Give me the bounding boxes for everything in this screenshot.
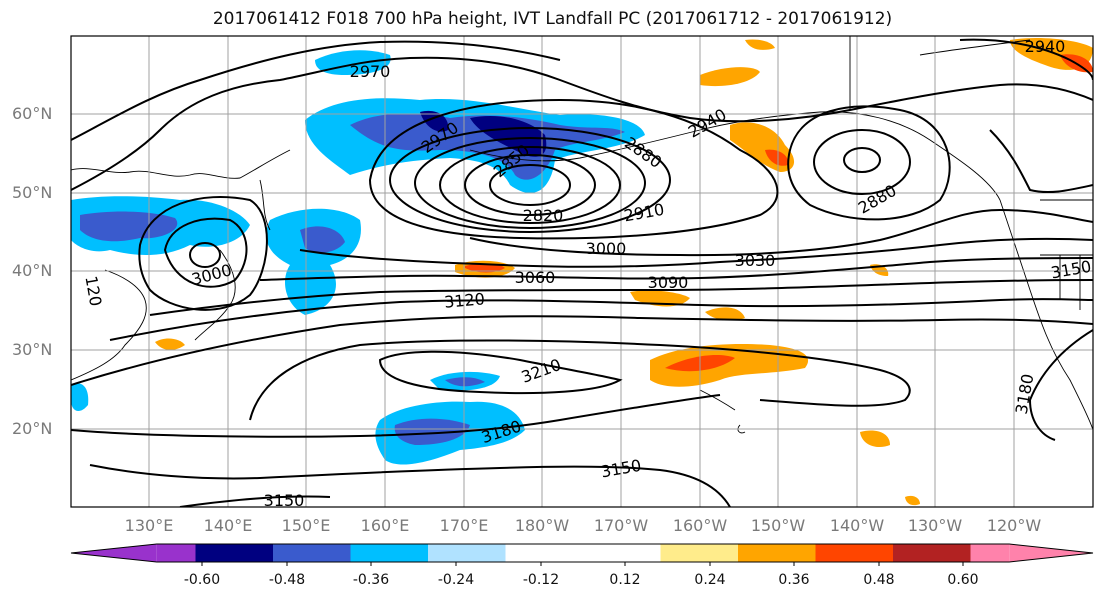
height-contours bbox=[71, 38, 1093, 507]
colorbar-tick-label: -0.60 bbox=[183, 572, 221, 588]
lon-label: 130°E bbox=[124, 516, 174, 535]
contour-label: 2820 bbox=[523, 206, 564, 225]
contour-label: 3060 bbox=[515, 268, 556, 287]
lon-label: 170°E bbox=[439, 516, 489, 535]
contour-label: 3000 bbox=[586, 239, 627, 258]
lon-label: 180°W bbox=[514, 516, 570, 535]
colorbar-tick-label: -0.12 bbox=[522, 572, 560, 588]
graticule bbox=[71, 36, 1093, 507]
lon-label: 140°W bbox=[829, 516, 885, 535]
colorbar-tick-label: 0.36 bbox=[778, 572, 810, 588]
lon-label: 160°E bbox=[360, 516, 410, 535]
lon-label: 160°W bbox=[672, 516, 728, 535]
contour-label: 3120 bbox=[443, 289, 485, 311]
colorbar-tick-label: 0.12 bbox=[609, 572, 641, 588]
contour-label: 3090 bbox=[648, 273, 689, 292]
map-frame bbox=[70, 35, 1094, 508]
colorbar-tick-label: 0.60 bbox=[947, 572, 979, 588]
colorbar-tick-label: -0.48 bbox=[268, 572, 306, 588]
colorbar-tick-label: 0.24 bbox=[694, 572, 726, 588]
contour-label: 3150 bbox=[264, 491, 305, 510]
lon-label: 130°W bbox=[907, 516, 963, 535]
contour-label: 2970 bbox=[350, 62, 391, 81]
map-title: 2017061412 F018 700 hPa height, IVT Land… bbox=[212, 9, 893, 29]
contour-label: 3030 bbox=[735, 251, 776, 270]
lon-label: 140°E bbox=[203, 516, 253, 535]
lat-label: 30°N bbox=[12, 340, 53, 359]
contour-label: 2940 bbox=[1025, 37, 1066, 56]
lat-label: 20°N bbox=[12, 419, 53, 438]
colorbar-tick-label: 0.48 bbox=[863, 572, 895, 588]
coastlines bbox=[71, 36, 1093, 434]
lat-label: 50°N bbox=[12, 183, 53, 202]
lat-label: 60°N bbox=[12, 104, 53, 123]
lon-label: 150°W bbox=[750, 516, 806, 535]
lon-label: 150°E bbox=[281, 516, 331, 535]
ivt-negative-shading bbox=[71, 50, 645, 465]
lon-label: 120°W bbox=[986, 516, 1042, 535]
colorbar-tick-label: -0.36 bbox=[352, 572, 390, 588]
lon-label: 170°W bbox=[593, 516, 649, 535]
lat-label: 40°N bbox=[12, 261, 53, 280]
colorbar-tick-label: -0.24 bbox=[437, 572, 475, 588]
